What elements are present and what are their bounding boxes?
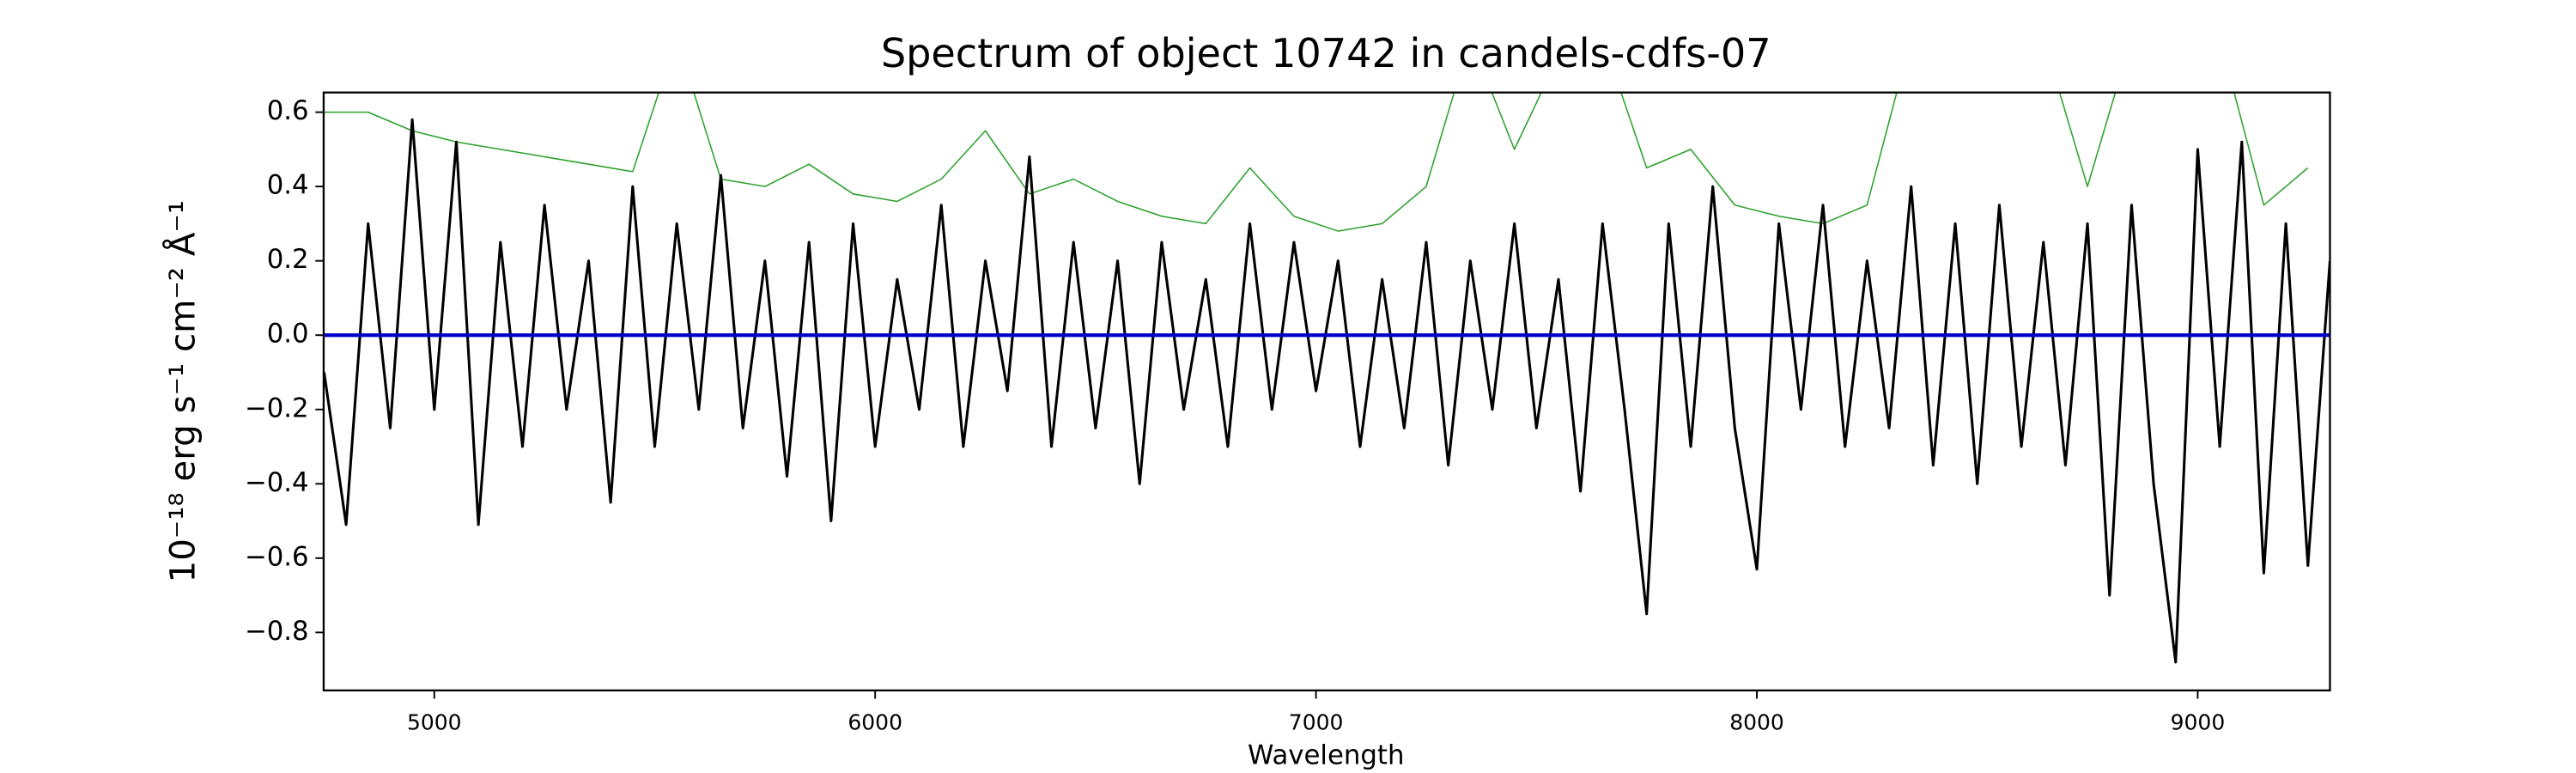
x-tick-label: 5000 (407, 709, 462, 734)
y-tick-label: −0.4 (245, 467, 309, 498)
x-tick-label: 7000 (1289, 709, 1344, 734)
x-axis-label: Wavelength (1248, 740, 1404, 770)
y-tick-label: 0.6 (267, 95, 309, 126)
x-tick-label: 6000 (848, 709, 902, 734)
spectrum-line (323, 118, 2330, 664)
plot-frame (322, 91, 2331, 691)
y-tick-label: −0.6 (245, 541, 309, 572)
chart-title: Spectrum of object 10742 in candels-cdfs… (881, 30, 1771, 76)
plot-area (323, 92, 2330, 664)
y-tick-label: −0.8 (245, 616, 309, 647)
y-tick-label: 0.2 (267, 244, 309, 275)
x-tick-label: 8000 (1729, 709, 1784, 734)
x-tick-label: 9000 (2171, 709, 2226, 734)
y-axis-label: 10⁻¹⁸ erg s⁻¹ cm⁻² Å⁻¹ (161, 200, 203, 582)
y-tick-label: 0.4 (267, 170, 309, 201)
y-tick-label: 0.0 (267, 319, 309, 350)
spectrum-line (324, 92, 2309, 232)
y-tick-label: −0.2 (245, 393, 309, 423)
